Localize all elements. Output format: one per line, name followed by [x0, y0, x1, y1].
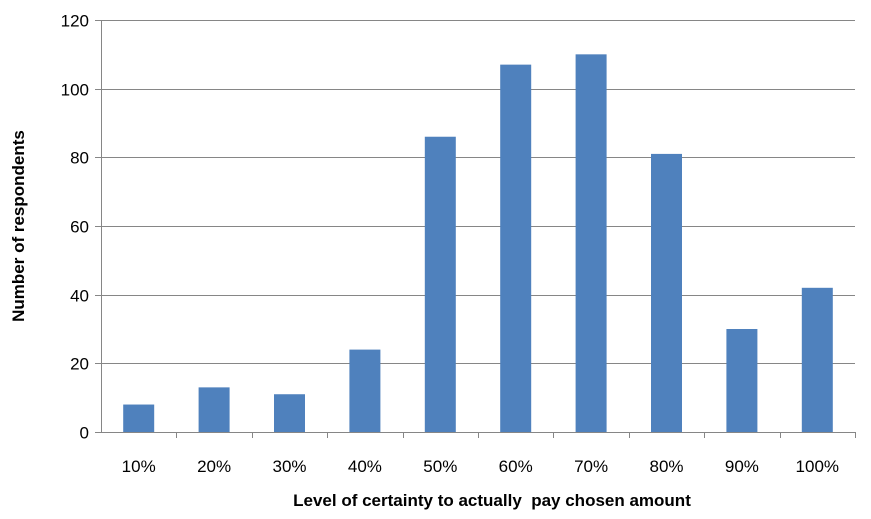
bar-50pct: [424, 136, 456, 432]
y-axis-title: Number of respondents: [9, 130, 28, 322]
bar-40pct: [349, 349, 381, 432]
x-tick-labels: 10% 20% 30% 40% 50% 60% 70% 80% 90% 100%: [122, 457, 839, 476]
bar-20pct: [198, 387, 230, 432]
bar-100pct: [801, 287, 833, 432]
y-tick-label: 100: [61, 81, 89, 100]
bar-80pct: [651, 153, 682, 432]
bar-90pct: [726, 329, 758, 432]
y-tick-label: 60: [70, 218, 89, 237]
x-axis-title: Level of certainty to actually pay chose…: [293, 491, 691, 510]
x-tick-label: 100%: [796, 457, 839, 476]
y-tick-label: 20: [70, 355, 89, 374]
x-tick-label: 30%: [272, 457, 306, 476]
bar-60pct: [500, 64, 532, 432]
y-tick-label: 120: [61, 12, 89, 31]
y-tick-label: 40: [70, 287, 89, 306]
x-tick-label: 80%: [649, 457, 683, 476]
bars: [123, 54, 833, 432]
x-tick-label: 20%: [197, 457, 231, 476]
x-tick-label: 40%: [348, 457, 382, 476]
x-tick-label: 10%: [122, 457, 156, 476]
bar-30pct: [274, 394, 305, 432]
axes: [95, 20, 856, 438]
bar-70pct: [575, 54, 607, 432]
x-tick-label: 90%: [725, 457, 759, 476]
y-tick-label: 0: [80, 424, 89, 443]
gridlines: [101, 20, 855, 364]
y-tick-labels: 0 20 40 60 80 100 120: [61, 12, 89, 443]
x-tick-label: 70%: [574, 457, 608, 476]
x-tick-label: 60%: [499, 457, 533, 476]
x-tick-label: 50%: [423, 457, 457, 476]
y-tick-label: 80: [70, 149, 89, 168]
bar-10pct: [123, 404, 155, 432]
